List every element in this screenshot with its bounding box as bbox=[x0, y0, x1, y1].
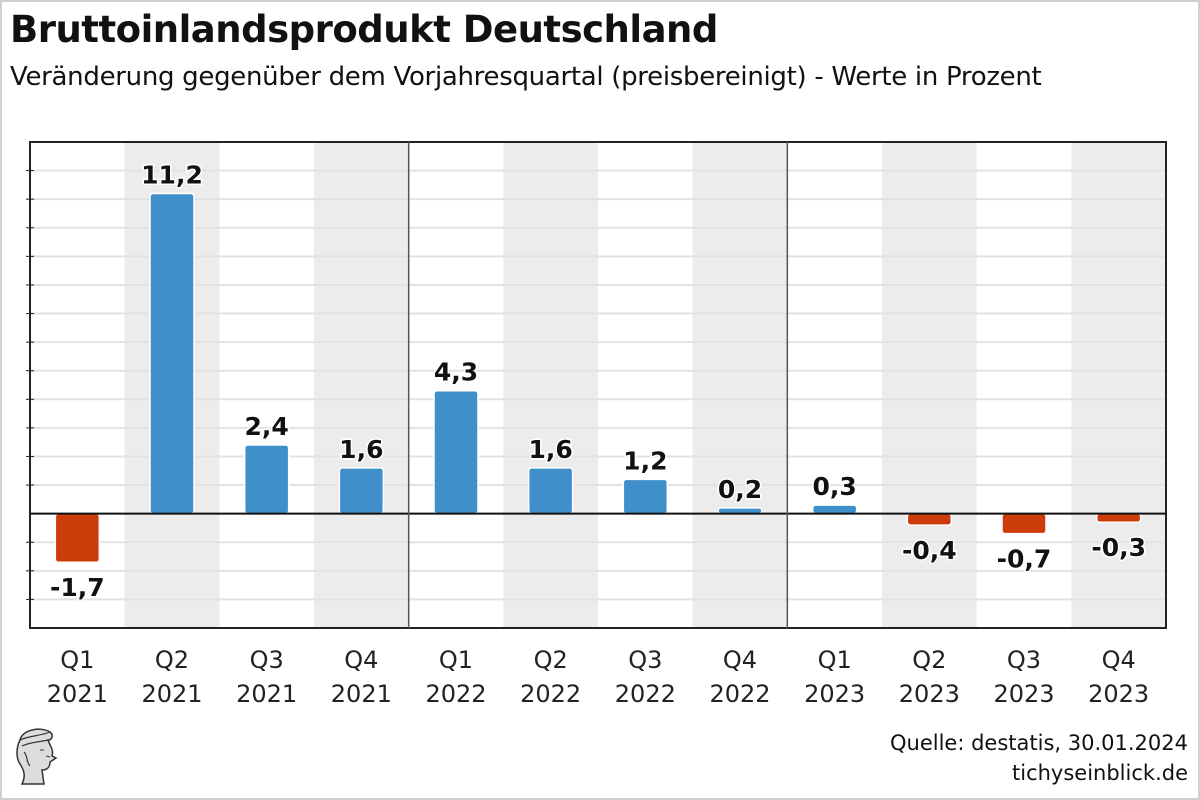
x-tick-quarter: Q2 bbox=[534, 646, 568, 674]
column-band bbox=[1071, 142, 1166, 628]
x-tick-year: 2022 bbox=[615, 680, 676, 708]
bar bbox=[527, 467, 574, 515]
bar bbox=[243, 444, 290, 515]
value-label: -0,7 bbox=[997, 545, 1052, 574]
bar bbox=[622, 478, 669, 515]
value-label: 0,3 bbox=[813, 472, 857, 501]
column-bands bbox=[124, 142, 1166, 628]
bar bbox=[54, 512, 101, 563]
x-tick-year: 2021 bbox=[47, 680, 108, 708]
value-label: 0,2 bbox=[718, 475, 762, 504]
value-label: -0,4 bbox=[902, 536, 957, 565]
x-tick-quarter: Q4 bbox=[723, 646, 757, 674]
x-tick-year: 2021 bbox=[236, 680, 297, 708]
x-tick-year: 2023 bbox=[993, 680, 1054, 708]
x-tick-year: 2022 bbox=[709, 680, 770, 708]
x-tick-quarter: Q4 bbox=[1102, 646, 1136, 674]
bar bbox=[338, 467, 385, 515]
plot-border bbox=[29, 141, 1167, 629]
x-tick-year: 2021 bbox=[141, 680, 202, 708]
value-label: 1,6 bbox=[529, 435, 573, 464]
column-band bbox=[503, 142, 598, 628]
x-tick-year: 2022 bbox=[520, 680, 581, 708]
value-label: 1,6 bbox=[339, 435, 383, 464]
x-tick-quarter: Q3 bbox=[628, 646, 662, 674]
bar bbox=[433, 389, 479, 515]
x-tick-quarter: Q1 bbox=[439, 646, 473, 674]
bar bbox=[1001, 512, 1047, 535]
axes bbox=[29, 141, 1167, 629]
hermes-head-logo-icon bbox=[16, 728, 58, 785]
x-tick-quarter: Q1 bbox=[60, 646, 94, 674]
x-tick-year: 2021 bbox=[331, 680, 392, 708]
source-text: Quelle: destatis, 30.01.2024 bbox=[890, 731, 1188, 755]
x-tick-quarter: Q2 bbox=[155, 646, 189, 674]
x-tick-quarter: Q1 bbox=[818, 646, 852, 674]
x-tick-labels: Q1 2021 Q2 2021 Q3 2021 Q4 2021 Q1 2022 Q2 2022 Q3 20… bbox=[47, 646, 1149, 708]
x-tick-quarter: Q3 bbox=[250, 646, 284, 674]
bar bbox=[149, 192, 195, 515]
source-note: Quelle: destatis, 30.01.2024 tichyseinbl… bbox=[890, 728, 1188, 788]
x-tick-year: 2023 bbox=[899, 680, 960, 708]
x-tick-quarter: Q2 bbox=[912, 646, 946, 674]
chart-title: Bruttoinlandsprodukt Deutschland bbox=[10, 8, 718, 51]
bars bbox=[54, 192, 1142, 563]
x-tick-year: 2023 bbox=[1088, 680, 1149, 708]
bar bbox=[1095, 512, 1142, 523]
bar bbox=[906, 512, 953, 526]
column-band bbox=[882, 142, 977, 628]
chart-subtitle: Veränderung gegenüber dem Vorjahresquart… bbox=[10, 62, 1042, 92]
value-labels: -1,7 11,2 2,4 1,6 4,3 1,6 1,2 0,2 0,3 -0,4 -0,7 -0,… bbox=[48, 159, 1147, 604]
value-label: -0,3 bbox=[1091, 533, 1146, 562]
value-label: 2,4 bbox=[245, 412, 289, 441]
x-tick-year: 2023 bbox=[804, 680, 865, 708]
value-label: -1,7 bbox=[50, 573, 105, 602]
value-label: 1,2 bbox=[623, 446, 667, 475]
x-tick-year: 2022 bbox=[425, 680, 486, 708]
x-tick-quarter: Q4 bbox=[344, 646, 378, 674]
site-link[interactable]: tichyseinblick.de bbox=[1012, 761, 1188, 785]
gridlines bbox=[26, 169, 1166, 601]
bar bbox=[811, 504, 858, 515]
value-label: 11,2 bbox=[141, 160, 203, 189]
column-band bbox=[314, 142, 409, 628]
x-tick-quarter: Q3 bbox=[1007, 646, 1041, 674]
column-band bbox=[692, 142, 788, 628]
value-label: 4,3 bbox=[434, 358, 478, 387]
